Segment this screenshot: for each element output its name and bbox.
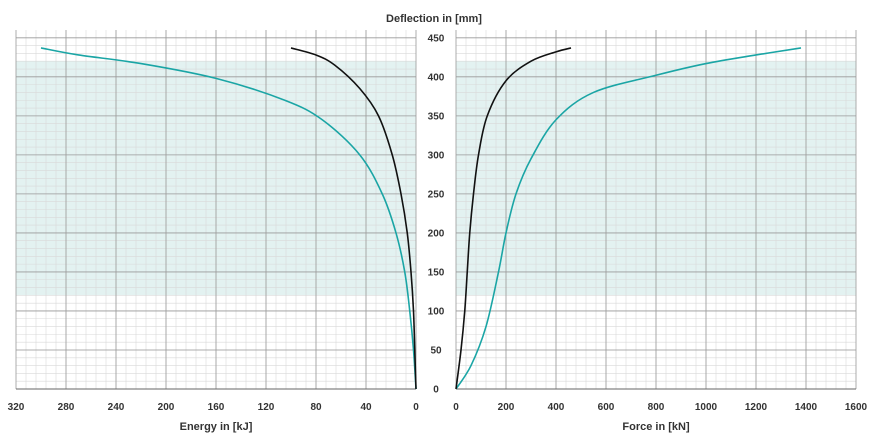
y-tick-label: 400 bbox=[428, 72, 445, 83]
x-tick-label: 40 bbox=[360, 402, 372, 413]
x-tick-label: 120 bbox=[258, 402, 275, 413]
y-tick-label: 150 bbox=[428, 267, 445, 278]
y-tick-label: 300 bbox=[428, 150, 445, 161]
energy-axis-label: Energy in [kJ] bbox=[180, 421, 253, 433]
y-tick-label: 450 bbox=[428, 33, 445, 44]
x-tick-label: 400 bbox=[548, 402, 565, 413]
x-tick-label: 200 bbox=[158, 402, 175, 413]
x-tick-label: 1600 bbox=[845, 402, 868, 413]
x-tick-label: 1000 bbox=[695, 402, 718, 413]
y-tick-label: 250 bbox=[428, 189, 445, 200]
x-tick-label: 0 bbox=[413, 402, 419, 413]
x-tick-label: 1400 bbox=[795, 402, 818, 413]
y-tick-label: 200 bbox=[428, 228, 445, 239]
x-tick-label: 1200 bbox=[745, 402, 768, 413]
energy-panel: 320 280 240 200 160 120 80 40 0 bbox=[8, 30, 419, 413]
x-tick-label: 280 bbox=[58, 402, 75, 413]
deflection-tick-labels: 0 50 100 150 200 250 300 350 400 450 bbox=[428, 33, 445, 395]
x-tick-label: 240 bbox=[108, 402, 125, 413]
force-curve-teal bbox=[455, 47, 802, 390]
y-tick-label: 100 bbox=[428, 306, 445, 317]
x-tick-label: 600 bbox=[598, 402, 615, 413]
force-panel: 0 200 400 600 800 1000 1200 1400 1600 bbox=[453, 30, 868, 413]
y-tick-label: 0 bbox=[433, 385, 439, 396]
x-tick-label: 0 bbox=[453, 402, 459, 413]
chart-title: Deflection in [mm] bbox=[386, 13, 482, 25]
x-tick-label: 160 bbox=[208, 402, 225, 413]
force-axis-label: Force in [kN] bbox=[622, 421, 690, 433]
x-tick-label: 800 bbox=[648, 402, 665, 413]
force-curve-black bbox=[455, 47, 572, 390]
y-tick-label: 50 bbox=[430, 345, 442, 356]
y-tick-label: 350 bbox=[428, 111, 445, 122]
energy-curve-black bbox=[290, 47, 417, 390]
x-tick-label: 320 bbox=[8, 402, 25, 413]
energy-curve-teal bbox=[40, 47, 417, 390]
x-tick-label: 200 bbox=[498, 402, 515, 413]
x-tick-label: 80 bbox=[310, 402, 322, 413]
